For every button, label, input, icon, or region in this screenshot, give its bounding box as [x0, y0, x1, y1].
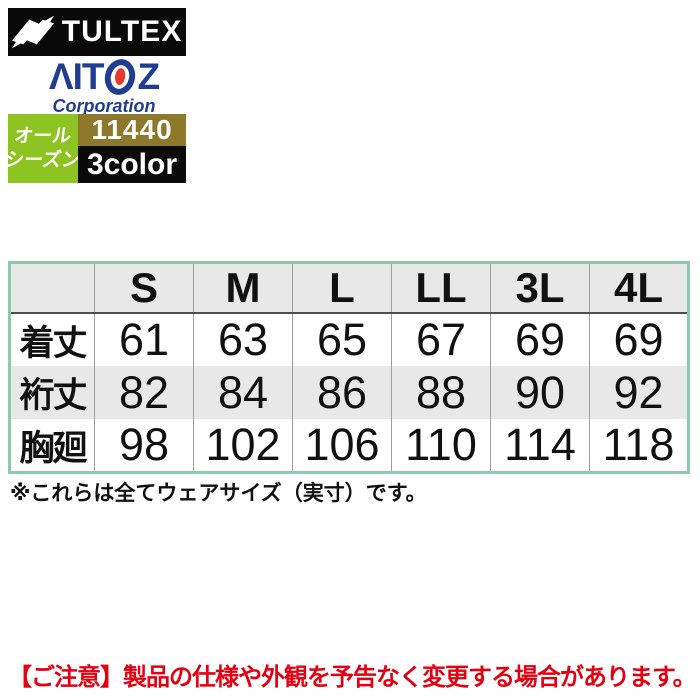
size-header-l: L — [292, 262, 392, 314]
aitoz-letters-left: ΛIT — [48, 56, 105, 97]
tultex-pinwheel-icon — [11, 15, 54, 49]
size-header-empty — [9, 262, 95, 314]
cell-value: 92 — [589, 366, 689, 419]
cell-value: 110 — [391, 419, 491, 473]
cell-value: 67 — [391, 313, 491, 366]
aitoz-corporation-label: Corporation — [52, 96, 156, 116]
row-label-sleeve-length: 裄丈 — [9, 366, 95, 419]
cell-value: 69 — [490, 313, 590, 366]
table-row-sleeve-length: 裄丈 82 84 86 88 90 92 — [9, 366, 689, 419]
aitoz-letters-right: Z — [137, 56, 160, 97]
aitoz-o-icon — [101, 55, 140, 98]
all-season-line2: シーズン — [4, 149, 83, 171]
color-count-badge: 3color — [78, 146, 186, 183]
size-table-header-row: S M L LL 3L 4L — [9, 262, 689, 314]
cell-value: 90 — [490, 366, 590, 419]
aitoz-wordmark: ΛIT Z — [34, 55, 174, 98]
size-header-4l: 4L — [589, 262, 689, 314]
size-header-s: S — [94, 262, 194, 314]
table-row-chest: 胸廻 98 102 106 110 114 118 — [9, 419, 689, 473]
row-label-chest: 胸廻 — [9, 419, 95, 473]
cell-value: 69 — [589, 313, 689, 366]
cell-value: 88 — [391, 366, 491, 419]
product-code-badge: 11440 — [78, 114, 186, 146]
row-label-body-length: 着丈 — [9, 313, 95, 366]
size-note: ※これらは全てウェアサイズ（実寸）です。 — [10, 482, 427, 505]
cell-value: 65 — [292, 313, 392, 366]
cell-value: 86 — [292, 366, 392, 419]
aitoz-o-red-core — [114, 66, 127, 86]
caution-note: 【ご注意】製品の仕様や外観を予告なく変更する場合があります。 — [8, 664, 697, 691]
tultex-logo: TULTEX — [8, 8, 186, 56]
cell-value: 61 — [94, 313, 194, 366]
size-header-ll: LL — [391, 262, 491, 314]
size-header-3l: 3L — [490, 262, 590, 314]
cell-value: 106 — [292, 419, 392, 473]
all-season-badge: オール シーズン — [4, 114, 82, 183]
table-row-body-length: 着丈 61 63 65 67 69 69 — [9, 313, 689, 366]
size-table: S M L LL 3L 4L 着丈 61 63 65 67 69 69 裄丈 8… — [8, 261, 690, 474]
cell-value: 114 — [490, 419, 590, 473]
tultex-wordmark: TULTEX — [61, 15, 183, 48]
cell-value: 102 — [193, 419, 293, 473]
cell-value: 84 — [193, 366, 293, 419]
size-header-m: M — [193, 262, 293, 314]
cell-value: 98 — [94, 419, 194, 473]
cell-value: 118 — [589, 419, 689, 473]
cell-value: 82 — [94, 366, 194, 419]
all-season-line1: オール — [13, 125, 74, 147]
aitoz-logo: ΛIT Z Corporation — [34, 55, 174, 117]
cell-value: 63 — [193, 313, 293, 366]
